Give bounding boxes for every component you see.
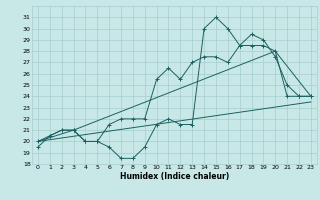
- X-axis label: Humidex (Indice chaleur): Humidex (Indice chaleur): [120, 172, 229, 181]
